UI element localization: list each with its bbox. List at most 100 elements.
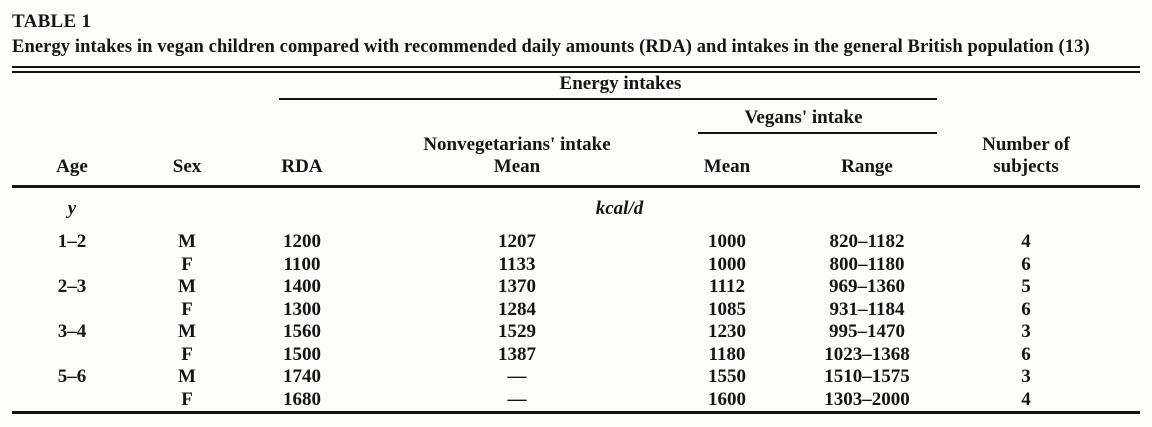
nonveg-header-line1: Nonvegetarians' intake (423, 134, 611, 155)
cell-nonveg-mean: 1529 (498, 321, 536, 343)
cell-subjects: 6 (1021, 253, 1031, 275)
col-header-vegans-intake: Vegans' intake (672, 100, 952, 134)
units-row: y kcal/d (12, 186, 1140, 231)
cell-vegan-mean: 1112 (709, 276, 745, 298)
cell-vegan-range: 1303–2000 (824, 388, 910, 410)
cell-rda: 1740 (283, 366, 321, 388)
col-header-vegan-range: Range (782, 134, 952, 188)
cell-vegan-range: 995–1470 (829, 321, 905, 343)
subjects-header-line1: Number of (982, 134, 1070, 155)
cell-vegan-mean: 1550 (708, 366, 746, 388)
cell-sex: M (178, 366, 196, 388)
nonveg-header-line2: Mean (493, 155, 541, 177)
cell-rda: 1560 (283, 321, 321, 343)
spacer-cell (362, 100, 672, 134)
cell-rda: 1300 (283, 298, 321, 320)
cell-age (12, 389, 132, 413)
energy-intakes-table: Energy intakes Vegans' intake Age Sex RD… (12, 66, 1140, 414)
cell-sex: F (181, 253, 193, 275)
table-row: F 1680 — 1600 1303–2000 4 (12, 389, 1140, 413)
table-row: F 1100 1133 1000 800–1180 6 (12, 254, 1140, 277)
cell-vegan-range: 1023–1368 (824, 343, 910, 365)
spanner-row-vegans: Vegans' intake (12, 100, 1140, 134)
cell-sex: M (178, 276, 196, 298)
cell-subjects: 5 (1021, 276, 1031, 298)
cell-vegan-range: 969–1360 (829, 276, 905, 298)
cell-rda: 1200 (283, 231, 321, 253)
units-row-group: y kcal/d (12, 186, 1140, 231)
table-row: F 1500 1387 1180 1023–1368 6 (12, 344, 1140, 367)
scanned-paper-page: TABLE 1 Energy intakes in vegan children… (12, 11, 1140, 414)
col-header-rda: RDA (242, 134, 362, 188)
cell-vegan-range: 931–1184 (829, 298, 905, 320)
col-header-vegan-mean: Mean (672, 134, 782, 188)
cell-sex: M (178, 231, 196, 253)
cell-vegan-mean: 1000 (708, 231, 746, 253)
table-row: 3–4 M 1560 1529 1230 995–1470 3 (12, 321, 1140, 344)
col-header-energy-intakes: Energy intakes (242, 70, 952, 100)
table-header: Energy intakes Vegans' intake Age Sex RD… (12, 70, 1140, 188)
cell-sex: F (181, 343, 193, 365)
spacer-cell (132, 186, 242, 231)
table-label: TABLE 1 (12, 11, 92, 32)
cell-subjects: 3 (1021, 321, 1031, 343)
cell-age: 5–6 (57, 366, 87, 388)
col-header-number-of-subjects: Number of subjects (952, 134, 1140, 188)
cell-vegan-mean: 1000 (708, 253, 746, 275)
cell-subjects: 4 (1021, 388, 1031, 410)
cell-nonveg-mean: 1207 (498, 231, 536, 253)
unit-energy: kcal/d (595, 198, 644, 220)
spacer-cell (952, 100, 1140, 134)
column-header-row: Age Sex RDA Nonvegetarians' intake Mean … (12, 134, 1140, 188)
cell-nonveg-mean: 1387 (498, 343, 536, 365)
cell-vegan-range: 800–1180 (829, 253, 905, 275)
spanner-row-energy: Energy intakes (12, 70, 1140, 101)
cell-vegan-mean: 1085 (708, 298, 746, 320)
unit-age: y (67, 198, 77, 220)
cell-subjects: 6 (1021, 343, 1031, 365)
cell-subjects: 4 (1021, 231, 1031, 253)
cell-nonveg-mean: — (507, 388, 527, 410)
cell-nonveg-mean: 1370 (498, 276, 536, 298)
table-body: 1–2 M 1200 1207 1000 820–1182 4 F 1100 1… (12, 231, 1140, 412)
cell-age: 3–4 (57, 321, 87, 343)
cell-rda: 1680 (283, 388, 321, 410)
col-header-age: Age (12, 134, 132, 188)
table-row: 2–3 M 1400 1370 1112 969–1360 5 (12, 276, 1140, 299)
spacer-cell (952, 70, 1140, 101)
cell-rda: 1500 (283, 343, 321, 365)
cell-vegan-mean: 1230 (708, 321, 746, 343)
cell-vegan-mean: 1600 (708, 388, 746, 410)
cell-rda: 1100 (283, 253, 321, 275)
cell-rda: 1400 (283, 276, 321, 298)
cell-age (12, 344, 132, 367)
table-row: 1–2 M 1200 1207 1000 820–1182 4 (12, 231, 1140, 254)
subjects-header-line2: subjects (993, 155, 1059, 177)
table-caption: Energy intakes in vegan children compare… (12, 37, 1090, 57)
cell-sex: F (181, 388, 193, 410)
table-row: F 1300 1284 1085 931–1184 6 (12, 299, 1140, 322)
cell-subjects: 3 (1021, 366, 1031, 388)
cell-vegan-mean: 1180 (708, 343, 746, 365)
cell-vegan-range: 820–1182 (829, 231, 905, 253)
col-header-nonvegetarians-intake: Nonvegetarians' intake Mean (362, 134, 672, 188)
spacer-cell (242, 100, 362, 134)
spacer-cell (12, 70, 242, 101)
cell-sex: F (181, 298, 193, 320)
spacer-cell (12, 100, 242, 134)
cell-nonveg-mean: 1133 (498, 253, 536, 275)
cell-nonveg-mean: 1284 (498, 298, 536, 320)
col-header-sex: Sex (132, 134, 242, 188)
cell-sex: M (178, 321, 196, 343)
vegans-intake-spanner: Vegans' intake (698, 107, 937, 134)
cell-subjects: 6 (1021, 298, 1031, 320)
table-row: 5–6 M 1740 — 1550 1510–1575 3 (12, 366, 1140, 389)
cell-nonveg-mean: — (507, 366, 527, 388)
energy-intakes-spanner: Energy intakes (279, 73, 937, 100)
cell-age (12, 254, 132, 277)
cell-vegan-range: 1510–1575 (824, 366, 910, 388)
cell-age: 2–3 (57, 276, 87, 298)
cell-age (12, 299, 132, 322)
cell-age: 1–2 (57, 231, 87, 253)
spacer-cell (952, 186, 1140, 231)
